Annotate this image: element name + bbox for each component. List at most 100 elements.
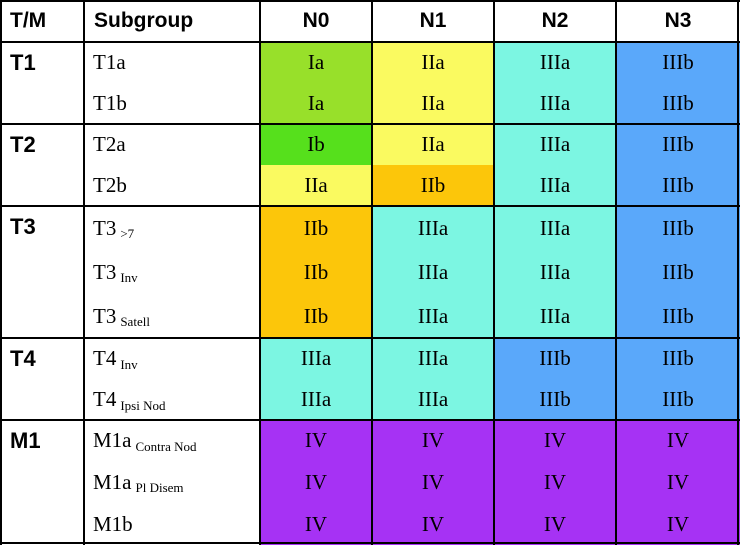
subgroup-label: T4 [93, 387, 117, 411]
stage-cell: IIa [372, 124, 494, 165]
stage-cell: IIIa [494, 294, 616, 338]
stage-cell: IIIb [616, 206, 740, 250]
stage-value: IIb [303, 303, 329, 328]
row-divider [0, 337, 740, 339]
stage-value: IIa [421, 91, 445, 115]
stage-cell: IIIb [616, 42, 740, 83]
stage-cell: IIIa [372, 250, 494, 294]
column-divider [737, 0, 739, 545]
tm-label: T2 [0, 124, 84, 164]
subgroup-cell: T4 Ipsi Nod [84, 379, 260, 420]
subgroup-label: T2a [93, 132, 126, 156]
stage-value: IIIb [662, 387, 694, 411]
stage-cell: IV [372, 461, 494, 504]
stage-cell: IV [372, 503, 494, 545]
stage-cell: IIa [372, 83, 494, 124]
tm-label-text: T2 [10, 132, 36, 157]
column-header: N2 [494, 0, 616, 42]
stage-cell: IV [616, 503, 740, 545]
stage-value: IIIb [662, 303, 694, 328]
stage-value: IV [304, 511, 328, 536]
stage-value: IV [304, 428, 328, 453]
stage-cell: IIIa [494, 83, 616, 124]
stage-value: IIa [421, 132, 445, 156]
stage-value: Ia [307, 50, 325, 74]
stage-cell: IIIa [372, 206, 494, 250]
column-divider [259, 0, 261, 545]
subgroup-cell: T3 Satell [84, 294, 260, 338]
stage-value: IIIb [662, 132, 694, 156]
subgroup-cell: T4 Inv [84, 338, 260, 379]
tm-label-text: M1 [10, 428, 41, 453]
tm-label: T3 [0, 206, 84, 246]
tm-label: T1 [0, 42, 84, 82]
stage-cell: IIb [372, 165, 494, 206]
row-divider [0, 542, 740, 544]
subgroup-cell: T1a [84, 42, 260, 83]
stage-value: IIIa [417, 259, 449, 284]
subgroup-subscript: Inv [120, 356, 138, 372]
column-header: T/M [0, 0, 84, 42]
stage-cell: IIIa [260, 379, 372, 420]
column-header-label: N3 [664, 9, 692, 32]
stage-value: IIIa [539, 215, 571, 240]
stage-cell: IIIa [372, 379, 494, 420]
subgroup-cell: M1a Pl Disem [84, 462, 260, 504]
column-divider [0, 0, 2, 545]
stage-cell: IV [260, 461, 372, 504]
stage-value: IIIa [539, 91, 571, 115]
stage-value: IIIb [539, 387, 571, 411]
stage-value: IIb [303, 215, 329, 240]
stage-cell: IV [616, 461, 740, 504]
stage-cell: IIIb [616, 338, 740, 379]
row-divider [0, 419, 740, 421]
stage-value: IIb [420, 173, 446, 197]
stage-cell: IIb [260, 250, 372, 294]
stage-cell: Ia [260, 83, 372, 124]
stage-cell: IIIa [372, 338, 494, 379]
subgroup-cell: M1a Contra Nod [84, 420, 260, 462]
subgroup-cell: T2a [84, 124, 260, 165]
subgroup-label: M1b [93, 511, 133, 536]
tm-label-text: T1 [10, 50, 36, 75]
subgroup-subscript: Contra Nod [135, 438, 197, 454]
stage-value: IIIb [662, 173, 694, 197]
stage-value: IIIa [539, 132, 571, 156]
stage-value: IV [666, 428, 690, 453]
stage-cell: Ib [260, 124, 372, 165]
stage-value: IIIa [300, 387, 332, 411]
subgroup-cell: T3 >7 [84, 206, 260, 250]
stage-cell: IIa [372, 42, 494, 83]
stage-cell: IIIb [616, 124, 740, 165]
stage-value: IIIb [539, 346, 571, 370]
column-header: N3 [616, 0, 740, 42]
subgroup-label: T2b [93, 173, 127, 197]
stage-value: IV [666, 511, 690, 536]
subgroup-cell: T1b [84, 83, 260, 124]
stage-value: IIIb [662, 346, 694, 370]
stage-value: IIa [304, 173, 328, 197]
stage-value: IV [543, 511, 567, 536]
row-divider [0, 0, 740, 2]
stage-value: IV [666, 469, 690, 494]
column-header-label: Subgroup [94, 9, 194, 32]
subgroup-label: T3 [93, 215, 117, 240]
subgroup-label: T4 [93, 346, 117, 370]
stage-cell: IIIa [494, 165, 616, 206]
stage-value: IV [543, 469, 567, 494]
tm-label-text: T4 [10, 346, 36, 371]
subgroup-cell: T3 Inv [84, 250, 260, 294]
subgroup-subscript: Inv [120, 270, 138, 285]
subgroup-label: T1b [93, 91, 127, 115]
stage-cell: IV [260, 420, 372, 462]
stage-cell: IIIb [616, 165, 740, 206]
stage-value: IIIb [662, 215, 694, 240]
stage-value: IIIa [539, 50, 571, 74]
column-header-label: N0 [302, 9, 330, 32]
column-header-label: N1 [419, 9, 447, 32]
stage-value: IV [543, 428, 567, 453]
subgroup-cell: T2b [84, 165, 260, 206]
column-divider [493, 0, 495, 545]
stage-value: IIIb [662, 50, 694, 74]
stage-value: Ia [307, 91, 325, 115]
